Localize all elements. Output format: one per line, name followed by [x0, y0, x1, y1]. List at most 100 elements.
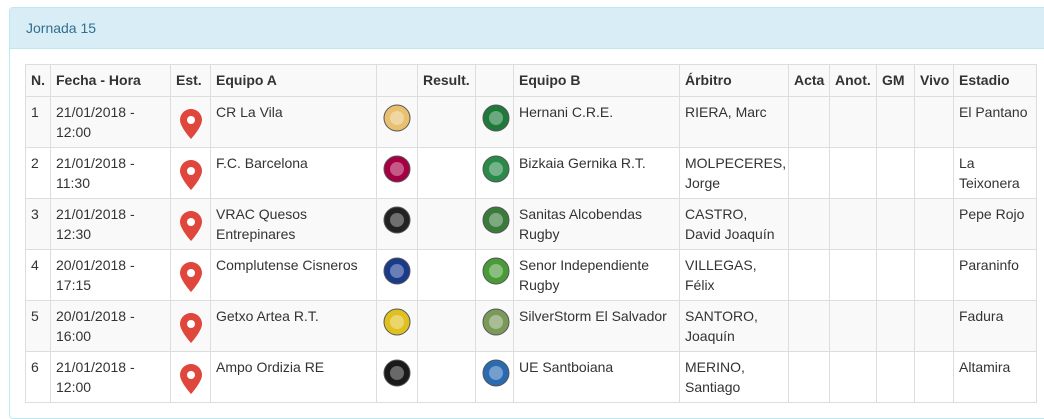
table-row: 2 21/01/2018 - 11:30 F.C. Barcelona Bizkaia… [25, 147, 1037, 199]
match-datetime: 21/01/2018 - 12:00 [50, 96, 171, 148]
team-b-logo-cell [475, 96, 514, 148]
team-a-logo-cell [376, 351, 418, 403]
team-a: Ampo Ordizia RE [210, 351, 377, 403]
match-number: 3 [25, 198, 51, 250]
team-b: Bizkaia Gernika R.T. [513, 147, 680, 199]
team-b: SilverStorm El Salvador [513, 300, 680, 352]
match-number: 2 [25, 147, 51, 199]
vivo [914, 198, 954, 250]
team-a-logo-cell [376, 147, 418, 199]
result [417, 198, 476, 250]
column-header: Anot. [829, 64, 877, 97]
table-row: 1 21/01/2018 - 12:00 CR La Vila Hernani C.R… [25, 96, 1037, 148]
result [417, 147, 476, 199]
stadium: El Pantano [953, 96, 1037, 148]
acta [788, 198, 830, 250]
stadium-location[interactable] [170, 96, 211, 148]
column-header: N. [25, 64, 51, 97]
match-number: 4 [25, 249, 51, 301]
anot [829, 351, 877, 403]
gm [876, 300, 915, 352]
team-a: Getxo Artea R.T. [210, 300, 377, 352]
anot [829, 147, 877, 199]
stadium: Pepe Rojo [953, 198, 1037, 250]
team-b-logo-cell [475, 198, 514, 250]
team-b: Senor Independiente Rugby [513, 249, 680, 301]
table-row: 4 20/01/2018 - 17:15 Complutense Cisneros S… [25, 249, 1037, 301]
column-header: Equipo A [210, 64, 377, 97]
acta [788, 147, 830, 199]
anot [829, 198, 877, 250]
map-pin-icon[interactable] [179, 211, 202, 241]
jornada-panel: Jornada 15 [9, 7, 1044, 419]
column-header: Fecha - Hora [50, 64, 171, 97]
gm [876, 198, 915, 250]
match-datetime: 21/01/2018 - 11:30 [50, 147, 171, 199]
gm [876, 351, 915, 403]
table-row: 6 21/01/2018 - 12:00 Ampo Ordizia RE UE San… [25, 351, 1037, 403]
stadium-location[interactable] [170, 198, 211, 250]
team-a-logo-cell [376, 96, 418, 148]
team-b-logo [482, 155, 510, 183]
stadium: Altamira [953, 351, 1037, 403]
stadium: Fadura [953, 300, 1037, 352]
team-b-logo [482, 308, 510, 336]
team-a: CR La Vila [210, 96, 377, 148]
stadium-location[interactable] [170, 147, 211, 199]
gm [876, 96, 915, 148]
referee: CASTRO, David Joaquín [679, 198, 789, 250]
team-b: Hernani C.R.E. [513, 96, 680, 148]
gm [876, 147, 915, 199]
map-pin-icon[interactable] [179, 109, 202, 139]
team-a-logo-cell [376, 249, 418, 301]
match-number: 1 [25, 96, 51, 148]
stadium-location[interactable] [170, 300, 211, 352]
result [417, 249, 476, 301]
referee: MOLPECERES, Jorge [679, 147, 789, 199]
anot [829, 300, 877, 352]
column-header: Acta [788, 64, 830, 97]
gm [876, 249, 915, 301]
column-header [475, 64, 514, 97]
referee: RIERA, Marc [679, 96, 789, 148]
stadium-location[interactable] [170, 351, 211, 403]
team-a: F.C. Barcelona [210, 147, 377, 199]
vivo [914, 147, 954, 199]
team-b-logo-cell [475, 249, 514, 301]
map-pin-icon[interactable] [179, 364, 202, 394]
map-pin-icon[interactable] [179, 313, 202, 343]
team-b-logo-cell [475, 147, 514, 199]
map-pin-icon[interactable] [179, 160, 202, 190]
table-row: 5 20/01/2018 - 16:00 Getxo Artea R.T. Silve… [25, 300, 1037, 352]
match-datetime: 20/01/2018 - 16:00 [50, 300, 171, 352]
matches-table: N. Fecha - Hora Est. Equipo A Result. Equipo … [25, 64, 1037, 403]
stadium-location[interactable] [170, 249, 211, 301]
acta [788, 351, 830, 403]
table-row: 3 21/01/2018 - 12:30 VRAC Quesos Entrepina… [25, 198, 1037, 250]
stadium: La Teixonera [953, 147, 1037, 199]
column-header: Est. [170, 64, 211, 97]
referee: VILLEGAS, Félix [679, 249, 789, 301]
column-header: GM [876, 64, 915, 97]
team-a-logo [383, 257, 411, 285]
team-a-logo-cell [376, 198, 418, 250]
anot [829, 249, 877, 301]
team-a-logo-cell [376, 300, 418, 352]
match-number: 6 [25, 351, 51, 403]
match-datetime: 21/01/2018 - 12:00 [50, 351, 171, 403]
team-b-logo [482, 359, 510, 387]
team-b-logo [482, 104, 510, 132]
panel-title: Jornada 15 [10, 8, 1044, 49]
team-b-logo-cell [475, 300, 514, 352]
team-b: UE Santboiana [513, 351, 680, 403]
referee: SANTORO, Joaquín [679, 300, 789, 352]
table-header: N. Fecha - Hora Est. Equipo A Result. Equipo … [25, 64, 1037, 97]
map-pin-icon[interactable] [179, 262, 202, 292]
team-a: VRAC Quesos Entrepinares [210, 198, 377, 250]
team-b-logo-cell [475, 351, 514, 403]
result [417, 300, 476, 352]
acta [788, 300, 830, 352]
team-a: Complutense Cisneros [210, 249, 377, 301]
result [417, 351, 476, 403]
acta [788, 96, 830, 148]
